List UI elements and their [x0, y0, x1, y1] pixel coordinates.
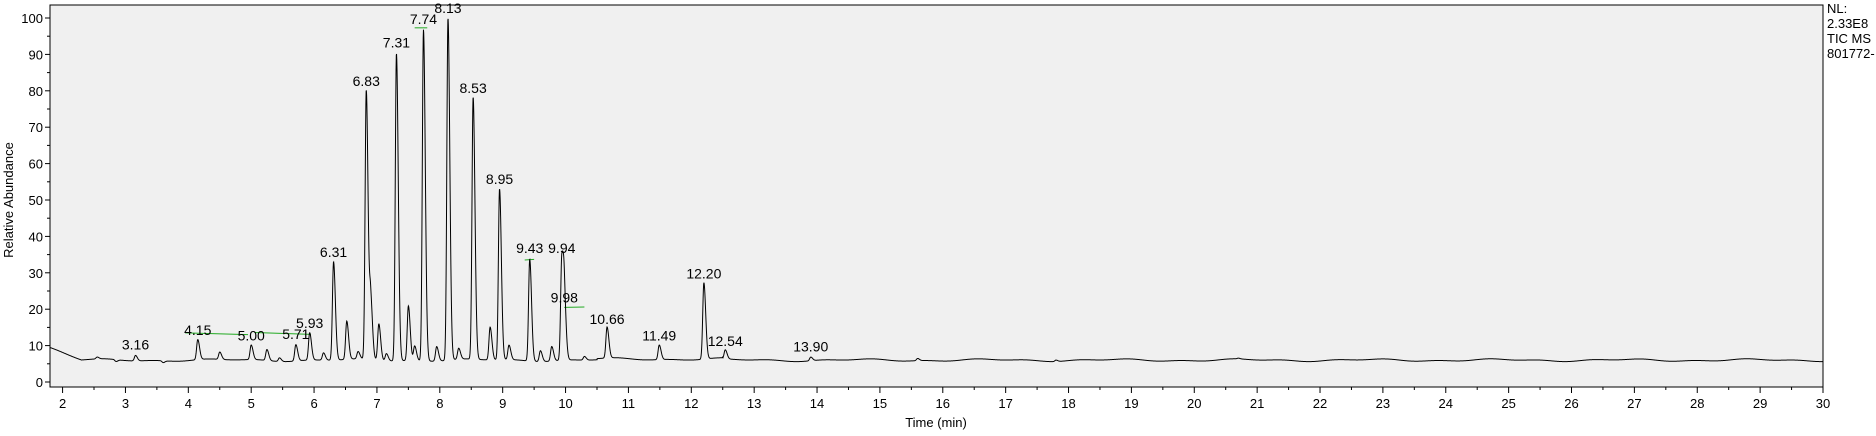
- x-tick-label: 10: [558, 396, 572, 411]
- y-tick-label: 60: [29, 157, 43, 172]
- y-tick-label: 70: [29, 120, 43, 135]
- x-tick-label: 6: [310, 396, 317, 411]
- x-tick-label: 17: [998, 396, 1012, 411]
- x-tick-label: 30: [1816, 396, 1830, 411]
- peak-label: 7.31: [383, 35, 410, 51]
- x-tick-label: 24: [1439, 396, 1453, 411]
- peak-labels: 3.16 4.15 5.00 5.715.93 6.31 6.83 7.317.748.13…: [122, 0, 829, 355]
- peak-label: 9.94: [548, 240, 575, 256]
- peak-label: 8.53: [460, 80, 487, 96]
- y-tick-label: 40: [29, 229, 43, 244]
- side-note: 2.33E8: [1827, 16, 1868, 31]
- x-tick-label: 29: [1753, 396, 1767, 411]
- peak-label: 5.71: [282, 326, 309, 342]
- peak-label: 7.74: [410, 11, 437, 27]
- x-tick-label: 23: [1376, 396, 1390, 411]
- peak-label: 6.83: [353, 73, 380, 89]
- plot-frame: [49, 4, 1824, 388]
- peak-label: 12.54: [708, 333, 743, 349]
- x-tick-label: 3: [122, 396, 129, 411]
- x-axis-title: Time (min): [905, 415, 967, 430]
- peak-label: 11.49: [642, 328, 676, 344]
- x-axis: 2 3 4 5 6 7 8 9 10 11 12 13 14 15 16 17 18 19 20 21 22 23 24 25…: [50, 386, 1830, 411]
- y-tick-label: 80: [29, 84, 43, 99]
- y-tick-label: 10: [29, 339, 43, 354]
- y-tick-label: 30: [29, 266, 43, 281]
- peak-label: 5.93: [296, 315, 323, 331]
- peak-label: 6.31: [320, 244, 347, 260]
- x-tick-label: 8: [436, 396, 443, 411]
- x-tick-label: 11: [622, 396, 636, 411]
- x-tick-label: 15: [873, 396, 887, 411]
- peak-label: 4.15: [184, 322, 211, 338]
- integration-baseline: [185, 332, 249, 336]
- peak-label: 13.90: [793, 339, 828, 355]
- peak-label: 5.00: [238, 328, 265, 344]
- x-tick-label: 16: [936, 396, 950, 411]
- x-tick-label: 27: [1627, 396, 1641, 411]
- integration-baseline: [254, 331, 311, 335]
- peak-label: 3.16: [122, 337, 149, 353]
- peak-label: 12.20: [686, 266, 721, 282]
- x-tick-label: 12: [684, 396, 698, 411]
- peak-label: 9.98: [551, 289, 578, 305]
- x-tick-label: 4: [185, 396, 192, 411]
- y-axis-title: Relative Abundance: [1, 142, 16, 258]
- peak-label: 10.66: [590, 311, 625, 327]
- x-tick-label: 9: [499, 396, 506, 411]
- y-axis: 0 10 20 30 40 50 60 70 80 90 100: [21, 11, 50, 390]
- x-tick-label: 26: [1564, 396, 1578, 411]
- side-note: NL:: [1827, 1, 1847, 16]
- x-tick-label: 13: [747, 396, 761, 411]
- y-tick-label: 100: [21, 11, 43, 26]
- peak-label: 9.43: [516, 240, 543, 256]
- side-note: TIC MS: [1827, 31, 1871, 46]
- peak-label: 8.95: [486, 171, 513, 187]
- peak-label: 8.13: [434, 0, 461, 16]
- x-tick-label: 19: [1124, 396, 1138, 411]
- x-tick-label: 25: [1501, 396, 1515, 411]
- x-tick-label: 21: [1250, 396, 1264, 411]
- x-tick-label: 22: [1313, 396, 1327, 411]
- x-tick-label: 5: [248, 396, 255, 411]
- y-tick-label: 50: [29, 193, 43, 208]
- side-note: 801772-: [1827, 46, 1875, 61]
- x-tick-label: 28: [1690, 396, 1704, 411]
- y-tick-label: 90: [29, 47, 43, 62]
- x-tick-label: 7: [373, 396, 380, 411]
- x-tick-label: 18: [1061, 396, 1075, 411]
- y-tick-label: 20: [29, 302, 43, 317]
- y-tick-label: 0: [36, 375, 43, 390]
- x-tick-label: 2: [59, 396, 66, 411]
- tic-trace: [49, 18, 1823, 364]
- x-tick-label: 14: [810, 396, 824, 411]
- x-tick-label: 20: [1187, 396, 1201, 411]
